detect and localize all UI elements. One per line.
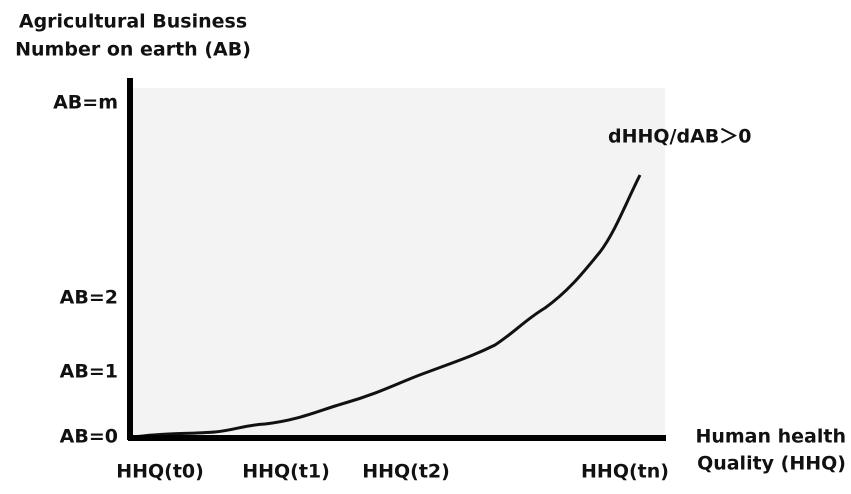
x-label: HHQ(t2) bbox=[362, 461, 450, 483]
annotation: dHHQ/dAB＞0 bbox=[608, 126, 752, 148]
y-label: AB=2 bbox=[60, 287, 118, 309]
x-label: HHQ(t0) bbox=[116, 461, 204, 483]
x-label: HHQ(tn) bbox=[581, 461, 669, 483]
x-label: HHQ(t1) bbox=[242, 461, 330, 483]
y-label: AB=1 bbox=[60, 361, 118, 383]
y-label: AB=m bbox=[53, 92, 118, 114]
x-axis-title: Quality (HHQ) bbox=[697, 453, 846, 475]
curve bbox=[134, 174, 642, 439]
y-axis-title: Agricultural Business bbox=[19, 11, 247, 33]
x-axis-title: Human health bbox=[695, 426, 846, 448]
y-label: AB=0 bbox=[60, 426, 118, 448]
y-axis-title: Number on earth (AB) bbox=[15, 39, 251, 61]
plot-area bbox=[132, 88, 665, 436]
